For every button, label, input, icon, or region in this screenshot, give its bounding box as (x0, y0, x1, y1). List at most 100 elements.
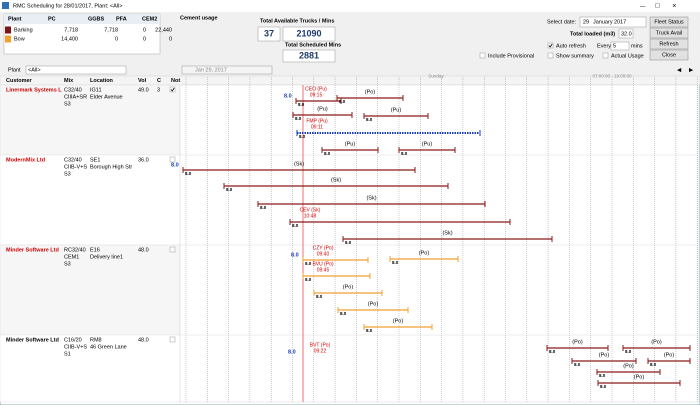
table-cell: Barking (14, 27, 33, 33)
table-cell: 14,400 (61, 36, 78, 42)
customer: Linermark Systems L (6, 87, 62, 93)
bar-type: (Po) (651, 339, 662, 345)
ticket: CZY (Po) (313, 245, 334, 251)
button[interactable] (649, 49, 689, 61)
mix: S3 (64, 171, 71, 177)
bar-qty: 8.0 (185, 171, 192, 176)
bar-type: (Pu) (422, 141, 433, 147)
day-label: Sunday (428, 74, 444, 79)
button-label: Truck Avail (656, 30, 683, 36)
date-select[interactable] (181, 65, 273, 75)
bar-type: (Sk) (294, 161, 304, 167)
bar-type: (Po) (572, 339, 583, 345)
bar-qty: 8.0 (292, 223, 299, 228)
button[interactable] (649, 38, 689, 50)
bar-type: (Sk) (366, 195, 376, 201)
bar-qty: 8.0 (295, 116, 302, 121)
not-check[interactable] (169, 336, 176, 343)
maximize[interactable]: ☐ (655, 2, 660, 9)
bar-type: (Po) (393, 318, 404, 324)
volume: 49.0 (138, 87, 149, 93)
scheduled-box (282, 49, 336, 63)
date-value: Jan 29, 2017 (195, 67, 227, 73)
column-header: C (157, 78, 161, 84)
plant-swatch (5, 26, 11, 34)
location: 46 Green Lane (90, 344, 127, 350)
bar-qty: 8.0 (226, 187, 233, 192)
bar-qty: 8.0 (305, 261, 312, 266)
button[interactable] (649, 27, 689, 39)
loaded-box (618, 28, 634, 39)
mix: S1 (64, 351, 71, 357)
table-cell: 0 (115, 36, 118, 42)
minimize[interactable]: — (640, 3, 646, 9)
auto-refresh-label: Auto refresh (556, 43, 586, 49)
auto-refresh-check[interactable] (547, 42, 554, 49)
bar-type: (Pu) (391, 107, 402, 113)
column-header: Mix (64, 78, 74, 84)
not-check[interactable] (169, 86, 176, 93)
mins-label: mins (631, 43, 643, 49)
bar-qty: 8.0 (599, 373, 606, 378)
include-provisional-check[interactable] (479, 52, 486, 59)
include-provisional-label: Include Provisional (488, 53, 534, 59)
bar-lead: 8.0 (288, 349, 296, 355)
not-check[interactable] (169, 246, 176, 253)
bar-type: (Pu) (317, 106, 328, 112)
plant-value: <All> (28, 67, 41, 73)
button-label: Fleet Status (654, 19, 684, 25)
button-label: Close (662, 52, 676, 58)
bar-qty: 8.0 (324, 151, 331, 156)
column-header: Plant (8, 16, 22, 22)
customer: Minder Software Ltd (6, 337, 59, 343)
customer: Minder Software Ltd (6, 247, 59, 253)
volume: 48.0 (138, 337, 149, 343)
bar-qty: 8.0 (366, 328, 373, 333)
loaded-value: 32.0 (621, 31, 632, 37)
ticket: CEV (Sk) (300, 207, 321, 213)
column-header: PC (48, 16, 56, 22)
location: Borough High Str (90, 164, 132, 170)
every-spin[interactable] (610, 41, 630, 51)
location: RM8 (90, 337, 102, 343)
bar-qty: 8.0 (392, 260, 399, 265)
stats-label: Total Available Trucks / Mins (260, 18, 334, 24)
volume: 48.0 (138, 247, 149, 253)
scroll-right[interactable]: ▶ (689, 67, 694, 73)
location: Delivery line1 (90, 254, 123, 260)
column-header: Customer (6, 78, 33, 84)
timeline (179, 84, 699, 403)
column-header: Not (171, 78, 180, 84)
close-x[interactable]: ✕ (672, 3, 677, 9)
plant-select[interactable] (25, 65, 127, 75)
bar-qty: 8.0 (650, 362, 657, 367)
c-value: 3 (157, 87, 160, 93)
scheduled-value: 2881 (299, 50, 319, 60)
column-header: GGBS (88, 16, 105, 22)
bar-type: (Sk) (442, 230, 452, 236)
not-check[interactable] (169, 156, 176, 163)
table-cell: 0 (143, 27, 146, 33)
scroll-left[interactable]: ◀ (677, 67, 682, 73)
mix: S3 (64, 101, 71, 107)
bar-qty: 8.0 (401, 151, 408, 156)
bar-qty: 8.0 (298, 102, 305, 107)
bar-qty: 8.0 (574, 362, 581, 367)
button[interactable] (649, 16, 689, 28)
date-picker[interactable] (579, 16, 647, 28)
scheduled-label: Total Scheduled Mins (285, 42, 341, 48)
bar-qty: 8.0 (340, 311, 347, 316)
app-icon (2, 2, 9, 9)
actual-usage-check[interactable] (602, 52, 609, 59)
bar-type: (Po) (343, 284, 354, 290)
show-summary-check[interactable] (547, 52, 554, 59)
ticket-time: 09:11 (311, 124, 323, 130)
mix: CIIB-V+S (64, 344, 87, 350)
bar-qty: 8.0 (299, 134, 306, 139)
mix: CIIB-V+S (64, 164, 87, 170)
bar-qty: 8.0 (339, 99, 346, 104)
bar-type: (Po) (623, 363, 634, 369)
date-year: 2017 (614, 19, 626, 25)
bar-qty: 8.0 (345, 240, 352, 245)
